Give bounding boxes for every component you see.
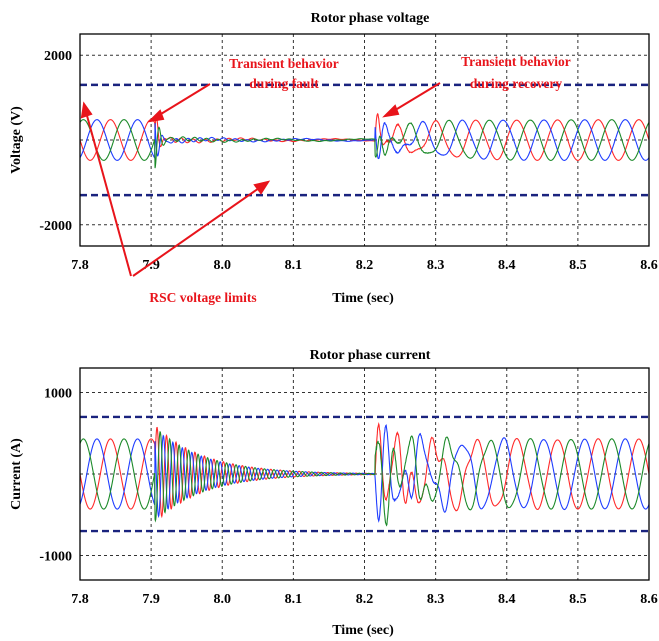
current-chart-title: Rotor phase current — [310, 348, 431, 363]
arrow-limit-lower — [132, 185, 263, 277]
x-tick-label: 8.2 — [356, 592, 374, 607]
voltage-y-tick-labels: 2000 -2000 — [39, 49, 72, 234]
voltage-chart: Rotor phase voltage 7.8 7.9 8.0 8.1 8.2 8.3 8.… — [9, 11, 658, 306]
arrow-fault — [155, 83, 211, 118]
x-tick-label: 8.3 — [427, 592, 445, 607]
x-tick-label: 8.6 — [640, 592, 658, 607]
x-tick-label: 7.9 — [142, 258, 160, 273]
current-x-axis-label: Time (sec) — [332, 623, 394, 638]
x-tick-label: 8.4 — [498, 258, 516, 273]
arrow-limit-lower-head — [253, 180, 271, 195]
y-tick-label: -2000 — [39, 219, 72, 234]
current-limit-lines — [80, 415, 649, 533]
x-tick-label: 8.0 — [214, 592, 232, 607]
x-tick-label: 7.9 — [142, 592, 160, 607]
x-tick-label: 7.8 — [71, 258, 89, 273]
arrow-recovery-head — [382, 104, 400, 118]
x-tick-label: 8.2 — [356, 258, 374, 273]
annotation-fault-line2: during fault — [249, 76, 319, 91]
current-x-tick-labels: 7.8 7.9 8.0 8.1 8.2 8.3 8.4 8.5 8.6 — [71, 592, 658, 607]
annotation-arrows — [80, 82, 441, 277]
waveform-phase-3 — [79, 119, 650, 169]
current-y-tick-labels: 1000 -1000 — [39, 386, 72, 564]
waveform-phase-1 — [79, 112, 650, 161]
voltage-x-tick-labels: 7.8 7.9 8.0 8.1 8.2 8.3 8.4 8.5 8.6 — [71, 258, 658, 273]
x-tick-label: 8.1 — [285, 258, 303, 273]
current-plot-frame — [79, 367, 650, 581]
x-tick-label: 8.3 — [427, 258, 445, 273]
voltage-plot-frame — [79, 33, 650, 247]
x-tick-label: 8.5 — [569, 592, 587, 607]
annotation-recovery-line2: during recovery — [470, 76, 563, 91]
y-tick-label: -1000 — [39, 550, 72, 565]
annotation-rsc-limits: RSC voltage limits — [149, 290, 256, 305]
x-tick-label: 8.5 — [569, 258, 587, 273]
voltage-limit-lines — [80, 83, 649, 197]
current-chart: Rotor phase current 7.8 7.9 8.0 8.1 8.2 8.3 8.… — [9, 348, 658, 638]
annotation-recovery-line1: Transient behavior — [461, 54, 571, 69]
x-tick-label: 8.6 — [640, 258, 658, 273]
x-tick-label: 8.4 — [498, 592, 516, 607]
voltage-series — [79, 112, 650, 169]
arrow-limit-upper-head — [80, 101, 93, 119]
voltage-y-axis-label: Voltage (V) — [9, 106, 24, 174]
waveform-phase-3 — [79, 431, 650, 527]
arrow-recovery — [391, 82, 441, 113]
arrow-limit-upper — [85, 111, 132, 277]
arrow-fault-head — [147, 109, 165, 123]
y-tick-label: 2000 — [44, 49, 72, 64]
x-tick-label: 8.1 — [285, 592, 303, 607]
waveform-phase-2 — [79, 424, 650, 523]
voltage-chart-title: Rotor phase voltage — [311, 11, 430, 26]
annotation-fault-line1: Transient behavior — [229, 56, 339, 71]
x-tick-label: 8.0 — [214, 258, 232, 273]
current-series — [79, 421, 650, 527]
voltage-x-axis-label: Time (sec) — [332, 291, 394, 306]
current-y-axis-label: Current (A) — [9, 438, 24, 510]
y-tick-label: 1000 — [44, 386, 72, 401]
x-tick-label: 7.8 — [71, 592, 89, 607]
